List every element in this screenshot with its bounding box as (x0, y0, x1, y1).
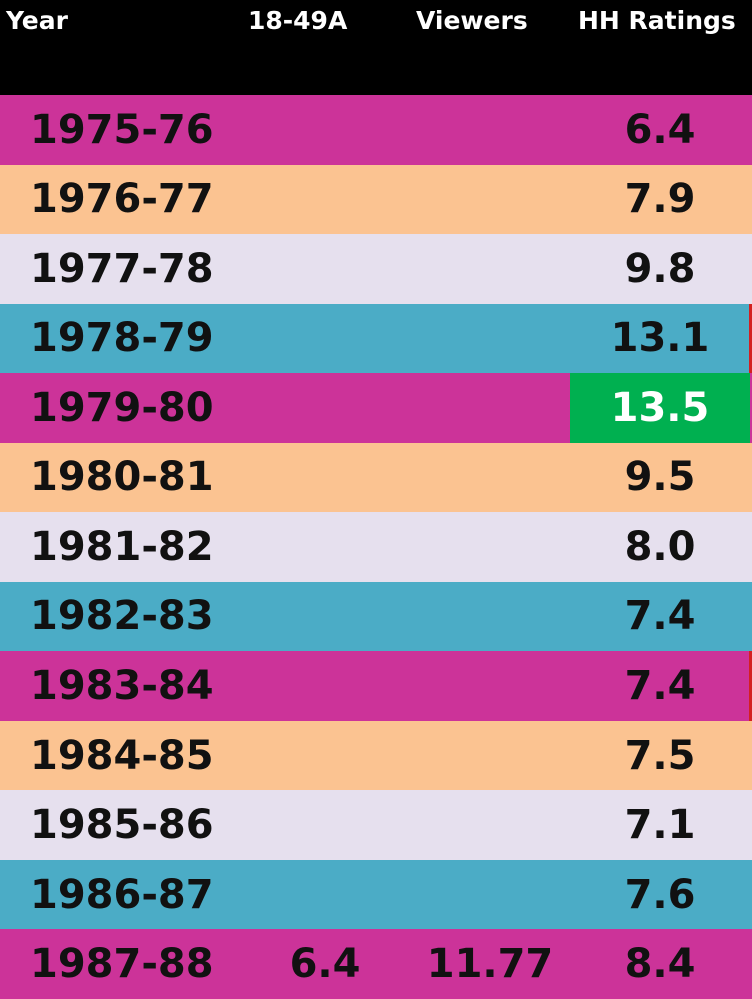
table-row: 1986-87 7.6 (0, 859, 752, 930)
viewers-cell: 11.77 (426, 941, 554, 988)
hh-rating-cell: 7.4 (624, 663, 696, 710)
viewers-cell (425, 582, 555, 652)
year-cell: 1986-87 (30, 871, 214, 918)
hh-rating-cell: 7.1 (624, 802, 696, 849)
table-row: 1982-83 7.4 (0, 581, 752, 652)
year-cell: 1976-77 (30, 176, 214, 223)
year-cell: 1978-79 (30, 315, 214, 362)
table-row: 1977-78 9.8 (0, 234, 752, 304)
hh-rating-cell: 8.0 (624, 523, 696, 570)
viewers-cell (425, 373, 555, 443)
demo-cell (280, 651, 370, 721)
table-row: 1983-84 7.4 (0, 651, 752, 721)
viewers-cell (425, 95, 555, 165)
table-row: 1987-88 6.4 11.77 8.4 (0, 929, 752, 999)
demo-cell (280, 721, 370, 791)
header-hh-ratings: HH Ratings (578, 6, 736, 35)
table-body: 1975-76 6.4 1976-77 7.9 1977-78 9.8 1978… (0, 95, 752, 999)
header-year: Year (6, 6, 68, 35)
table-row: 1984-85 7.5 (0, 720, 752, 791)
viewers-cell (425, 304, 555, 374)
hh-rating-cell: 7.9 (624, 176, 696, 223)
hh-rating-cell: 9.8 (624, 245, 696, 292)
viewers-cell (425, 165, 555, 235)
year-cell: 1980-81 (30, 454, 214, 501)
hh-rating-cell: 8.4 (624, 941, 696, 988)
demo-cell (280, 373, 370, 443)
table-row: 1985-86 7.1 (0, 790, 752, 860)
demo-cell (280, 95, 370, 165)
year-cell: 1977-78 (30, 245, 214, 292)
year-cell: 1979-80 (30, 384, 214, 431)
hh-rating-cell: 9.5 (624, 454, 696, 501)
hh-rating-cell: 6.4 (624, 106, 696, 153)
edge-marker (749, 651, 752, 721)
year-cell: 1981-82 (30, 523, 214, 570)
table-row: 1976-77 7.9 (0, 164, 752, 235)
table-row: 1978-79 13.1 (0, 303, 752, 374)
table-header: Year 18-49A Viewers HH Ratings (0, 0, 752, 95)
year-cell: 1984-85 (30, 732, 214, 779)
demo-cell (280, 512, 370, 582)
viewers-cell (425, 512, 555, 582)
hh-rating-cell: 13.1 (610, 315, 710, 362)
viewers-cell (425, 790, 555, 860)
hh-rating-cell: 7.5 (624, 732, 696, 779)
viewers-cell (425, 443, 555, 513)
viewers-cell (425, 860, 555, 930)
demo-cell (280, 860, 370, 930)
year-cell: 1982-83 (30, 593, 214, 640)
header-viewers: Viewers (416, 6, 528, 35)
demo-cell: 6.4 (289, 941, 361, 988)
table-row: 1975-76 6.4 (0, 95, 752, 165)
header-18-49: 18-49A (248, 6, 348, 35)
hh-rating-cell: 7.6 (624, 871, 696, 918)
demo-cell (280, 790, 370, 860)
year-cell: 1987-88 (30, 941, 214, 988)
table-row: 1979-80 13.5 (0, 373, 752, 443)
demo-cell (280, 165, 370, 235)
year-cell: 1983-84 (30, 663, 214, 710)
hh-rating-peak-cell: 13.5 (570, 373, 750, 443)
table-row: 1981-82 8.0 (0, 512, 752, 582)
table-row: 1980-81 9.5 (0, 442, 752, 513)
year-cell: 1975-76 (30, 106, 214, 153)
hh-rating-cell: 7.4 (624, 593, 696, 640)
demo-cell (280, 234, 370, 304)
edge-marker (749, 303, 752, 374)
viewers-cell (425, 721, 555, 791)
demo-cell (280, 582, 370, 652)
demo-cell (280, 443, 370, 513)
viewers-cell (425, 651, 555, 721)
demo-cell (280, 304, 370, 374)
viewers-cell (425, 234, 555, 304)
year-cell: 1985-86 (30, 802, 214, 849)
